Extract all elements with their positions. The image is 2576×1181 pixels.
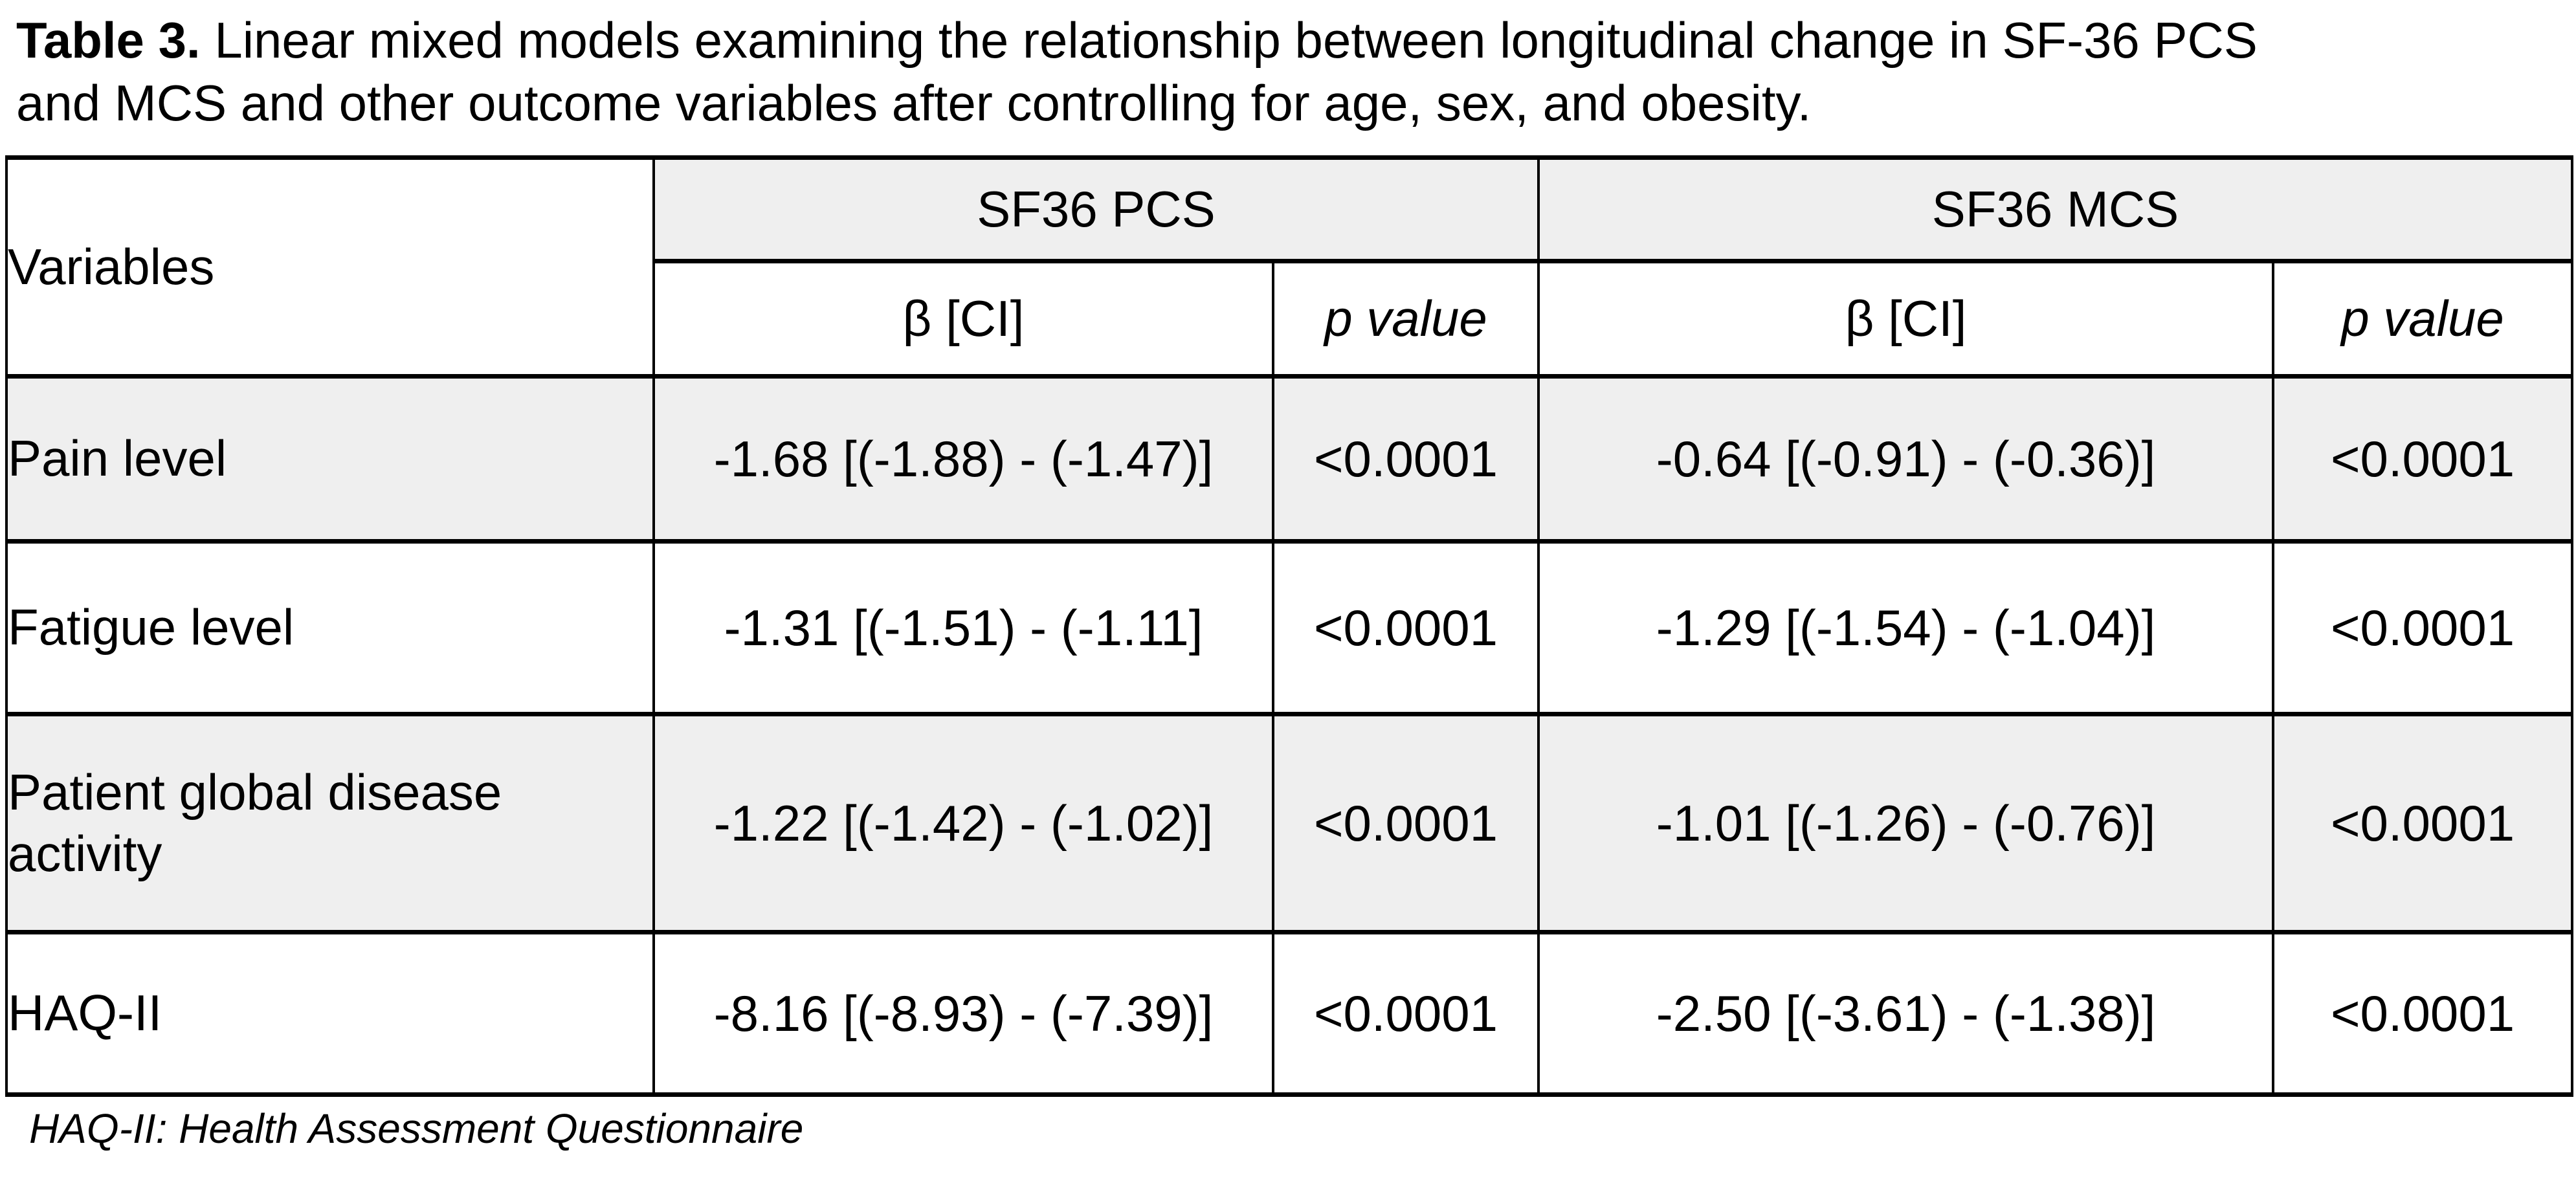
table-caption-text-line1: Linear mixed models examining the relati… bbox=[200, 12, 2258, 69]
table-row-haq-ii: HAQ-II -8.16 [(-8.93) - (-7.39)] <0.0001… bbox=[5, 930, 2574, 1097]
header-row-groups: Variables SF36 PCS SF36 MCS bbox=[5, 155, 2574, 379]
variable-label: Fatigue level bbox=[5, 539, 655, 716]
pcs-beta-ci-value: -1.68 [(-1.88) - (-1.47)] bbox=[652, 374, 1274, 544]
results-table: Variables SF36 PCS SF36 MCS β [CI] p val… bbox=[5, 155, 2574, 1097]
mcs-beta-ci-value: -2.50 [(-3.61) - (-1.38)] bbox=[1537, 930, 2275, 1097]
pcs-beta-ci-value: -1.31 [(-1.51) - (-1.11] bbox=[652, 539, 1274, 716]
column-header-pcs-p-value: p value bbox=[1271, 259, 1540, 379]
table-row-fatigue-level: Fatigue level -1.31 [(-1.51) - (-1.11] <… bbox=[5, 539, 2574, 716]
mcs-p-value: <0.0001 bbox=[2272, 539, 2574, 716]
pcs-p-value: <0.0001 bbox=[1271, 712, 1540, 934]
variable-label: Patient global disease activity bbox=[5, 712, 655, 934]
mcs-p-value: <0.0001 bbox=[2272, 374, 2574, 544]
mcs-p-value: <0.0001 bbox=[2272, 712, 2574, 934]
table-footnote: HAQ-II: Health Assessment Questionnaire bbox=[29, 1105, 804, 1152]
column-group-sf36-mcs: SF36 MCS bbox=[1537, 155, 2574, 263]
mcs-beta-ci-value: -0.64 [(-0.91) - (-0.36)] bbox=[1537, 374, 2275, 544]
pcs-p-value: <0.0001 bbox=[1271, 374, 1540, 544]
header-row-measures: β [CI] p value β [CI] p value bbox=[6, 259, 2574, 379]
mcs-beta-ci-value: -1.01 [(-1.26) - (-0.76)] bbox=[1537, 712, 2275, 934]
mcs-beta-ci-value: -1.29 [(-1.54) - (-1.04)] bbox=[1537, 539, 2275, 716]
column-header-pcs-beta-ci: β [CI] bbox=[652, 259, 1274, 379]
table-row-patient-global-disease-activity: Patient global disease activity -1.22 [(… bbox=[5, 712, 2574, 934]
pcs-beta-ci-value: -8.16 [(-8.93) - (-7.39)] bbox=[652, 930, 1274, 1097]
mcs-p-value: <0.0001 bbox=[2272, 930, 2574, 1097]
pcs-beta-ci-value: -1.22 [(-1.42) - (-1.02)] bbox=[652, 712, 1274, 934]
table-caption-text-line2: and MCS and other outcome variables afte… bbox=[16, 74, 1812, 131]
table-caption-number: Table 3. bbox=[16, 12, 201, 69]
column-header-mcs-p-value: p value bbox=[2272, 259, 2574, 379]
table-caption: Table 3. Linear mixed models examining t… bbox=[16, 9, 2258, 135]
column-group-sf36-pcs: SF36 PCS bbox=[652, 155, 1540, 263]
table-row-pain-level: Pain level -1.68 [(-1.88) - (-1.47)] <0.… bbox=[5, 374, 2574, 544]
pcs-p-value: <0.0001 bbox=[1271, 930, 1540, 1097]
variable-label: HAQ-II bbox=[5, 930, 655, 1097]
variable-label: Pain level bbox=[5, 374, 655, 544]
pcs-p-value: <0.0001 bbox=[1271, 539, 1540, 716]
column-header-mcs-beta-ci: β [CI] bbox=[1537, 259, 2275, 379]
column-header-variables: Variables bbox=[5, 155, 655, 379]
